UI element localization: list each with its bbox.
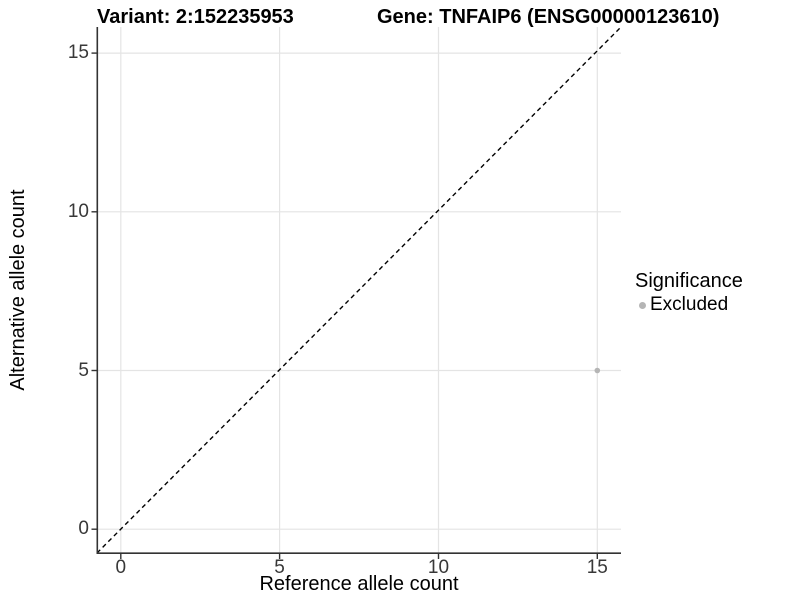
legend: Significance Excluded xyxy=(635,270,743,316)
x-tick-label-10: 10 xyxy=(427,557,450,578)
legend-entry-excluded: Excluded xyxy=(635,294,743,316)
legend-title: Significance xyxy=(635,270,743,292)
identity-reference-line xyxy=(96,26,622,554)
gene-title: Gene: TNFAIP6 (ENSG00000123610) xyxy=(377,6,720,28)
y-axis-title: Alternative allele count xyxy=(7,189,29,391)
y-tick-label-5: 5 xyxy=(78,359,89,381)
data-point xyxy=(594,367,601,374)
legend-point-icon xyxy=(639,301,646,309)
y-tick-label-10: 10 xyxy=(67,200,89,222)
vertical-gridlines xyxy=(120,27,598,553)
tick-marks xyxy=(91,52,598,559)
x-tick-label-0: 0 xyxy=(115,557,127,578)
x-axis-title: Reference allele count xyxy=(259,573,459,595)
variant-title: Variant: 2:152235953 xyxy=(97,6,294,28)
y-tick-label-0: 0 xyxy=(78,518,89,540)
x-tick-label-5: 5 xyxy=(274,557,285,578)
axis-lines xyxy=(96,27,621,555)
horizontal-gridlines xyxy=(97,52,621,530)
y-tick-label-15: 15 xyxy=(67,42,89,64)
x-tick-label-15: 15 xyxy=(586,557,608,578)
legend-entry-label: Excluded xyxy=(650,294,729,315)
